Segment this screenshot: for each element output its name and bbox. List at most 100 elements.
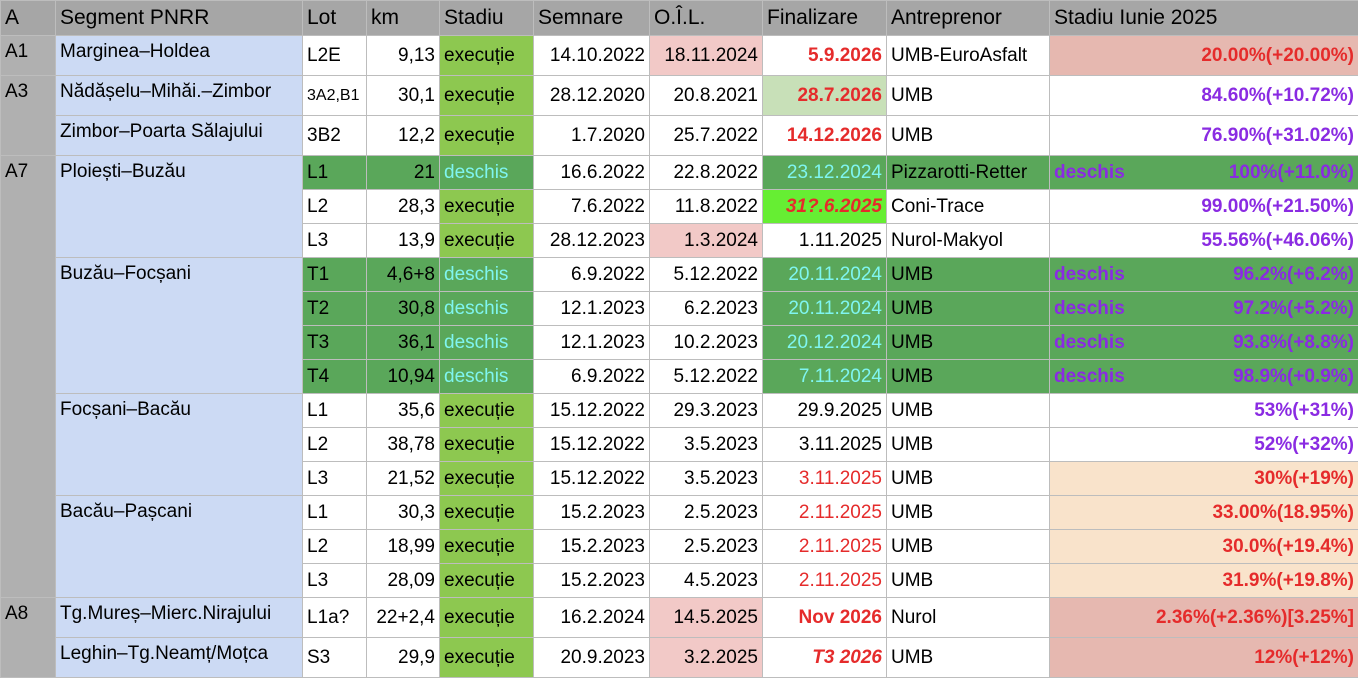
header-cell-km: km: [367, 1, 440, 36]
lot-cell: L1: [303, 156, 367, 190]
km-cell: 9,13: [367, 36, 440, 76]
progress-value: 100%(+11.0%): [1229, 163, 1354, 183]
finalizare-cell: 23.12.2024: [763, 156, 887, 190]
lot-cell: T3: [303, 326, 367, 360]
motorway-cell: A3: [1, 76, 56, 156]
finalizare-cell: 14.12.2026: [763, 116, 887, 156]
km-cell: 21: [367, 156, 440, 190]
semnare-cell: 15.2.2023: [534, 530, 650, 564]
semnare-cell: 15.12.2022: [534, 428, 650, 462]
progress-value: 93.8%(+8.8%): [1233, 333, 1354, 353]
progress-value: 97.2%(+5.2%): [1233, 299, 1354, 319]
stadiu-iunie-cell: 31.9%(+19.8%): [1050, 564, 1358, 598]
lot-cell: T2: [303, 292, 367, 326]
status-badge: deschis: [1054, 163, 1125, 183]
semnare-cell: 6.9.2022: [534, 258, 650, 292]
oil-cell: 10.2.2023: [650, 326, 763, 360]
stadiu-iunie-cell: 30.0%(+19.4%): [1050, 530, 1358, 564]
oil-cell: 25.7.2022: [650, 116, 763, 156]
stadiu-cell: execuție: [440, 598, 534, 638]
finalizare-cell: 20.12.2024: [763, 326, 887, 360]
segment-cell: Tg.Mureș–Mierc.Nirajului: [56, 598, 303, 638]
progress-value: 2.36%(+2.36%)[3.25%]: [1156, 608, 1354, 628]
km-cell: 18,99: [367, 530, 440, 564]
semnare-cell: 15.2.2023: [534, 496, 650, 530]
km-cell: 28,3: [367, 190, 440, 224]
progress-value: 52%(+32%): [1254, 435, 1354, 455]
stadiu-cell: execuție: [440, 224, 534, 258]
progress-value: 76.90%(+31.02%): [1201, 126, 1354, 146]
semnare-cell: 16.6.2022: [534, 156, 650, 190]
antreprenor-cell: Nurol-Makyol: [887, 224, 1050, 258]
status-badge: deschis: [1054, 299, 1125, 319]
stadiu-cell: execuție: [440, 190, 534, 224]
antreprenor-cell: UMB: [887, 360, 1050, 394]
km-cell: 36,1: [367, 326, 440, 360]
table-row: A7 Ploiești–Buzău L1 21 deschis 16.6.202…: [1, 156, 1358, 190]
header-cell-oil: O.Î.L.: [650, 1, 763, 36]
antreprenor-cell: UMB: [887, 496, 1050, 530]
stadiu-cell: deschis: [440, 360, 534, 394]
stadiu-cell: execuție: [440, 394, 534, 428]
km-cell: 30,8: [367, 292, 440, 326]
progress-value: 12%(+12%): [1254, 648, 1354, 668]
lot-cell: L2: [303, 190, 367, 224]
stadiu-cell: execuție: [440, 496, 534, 530]
stadiu-cell: execuție: [440, 638, 534, 678]
table-row: A3 Nădășelu–Mihăi.–Zimbor 3A2,B1 30,1 ex…: [1, 76, 1358, 116]
oil-cell: 5.12.2022: [650, 258, 763, 292]
oil-cell: 3.5.2023: [650, 428, 763, 462]
antreprenor-cell: UMB: [887, 638, 1050, 678]
km-cell: 30,3: [367, 496, 440, 530]
oil-cell: 1.3.2024: [650, 224, 763, 258]
antreprenor-cell: UMB: [887, 428, 1050, 462]
oil-cell: 22.8.2022: [650, 156, 763, 190]
semnare-cell: 12.1.2023: [534, 292, 650, 326]
lot-cell: L3: [303, 462, 367, 496]
header-row: A Segment PNRR Lot km Stadiu Semnare O.Î…: [1, 1, 1358, 36]
table-row: A1 Marginea–Holdea L2E 9,13 execuție 14.…: [1, 36, 1358, 76]
antreprenor-cell: UMB-EuroAsfalt: [887, 36, 1050, 76]
semnare-cell: 16.2.2024: [534, 598, 650, 638]
antreprenor-cell: Pizzarotti-Retter: [887, 156, 1050, 190]
km-cell: 4,6+8: [367, 258, 440, 292]
semnare-cell: 15.2.2023: [534, 564, 650, 598]
stadiu-cell: execuție: [440, 462, 534, 496]
lot-cell: L1: [303, 394, 367, 428]
oil-cell: 29.3.2023: [650, 394, 763, 428]
finalizare-cell: 20.11.2024: [763, 292, 887, 326]
progress-value: 55.56%(+46.06%): [1201, 231, 1354, 251]
progress-value: 31.9%(+19.8%): [1223, 571, 1355, 591]
semnare-cell: 28.12.2023: [534, 224, 650, 258]
stadiu-iunie-cell: 52%(+32%): [1050, 428, 1358, 462]
finalizare-cell: 3.11.2025: [763, 428, 887, 462]
progress-value: 96.2%(+6.2%): [1233, 265, 1354, 285]
lot-cell: L3: [303, 224, 367, 258]
km-cell: 28,09: [367, 564, 440, 598]
status-badge: deschis: [1054, 367, 1125, 387]
progress-value: 84.60%(+10.72%): [1201, 86, 1354, 106]
oil-cell: 14.5.2025: [650, 598, 763, 638]
motorway-cell: A8: [1, 598, 56, 678]
semnare-cell: 7.6.2022: [534, 190, 650, 224]
finalizare-cell: 2.11.2025: [763, 530, 887, 564]
oil-cell: 4.5.2023: [650, 564, 763, 598]
semnare-cell: 6.9.2022: [534, 360, 650, 394]
header-cell-a: A: [1, 1, 56, 36]
finalizare-cell: 5.9.2026: [763, 36, 887, 76]
progress-value: 30.0%(+19.4%): [1223, 537, 1355, 557]
segment-cell: Marginea–Holdea: [56, 36, 303, 76]
segment-cell: Bacău–Pașcani: [56, 496, 303, 598]
km-cell: 21,52: [367, 462, 440, 496]
stadiu-iunie-cell: 2.36%(+2.36%)[3.25%]: [1050, 598, 1358, 638]
antreprenor-cell: UMB: [887, 530, 1050, 564]
table-row: A8 Tg.Mureș–Mierc.Nirajului L1a? 22+2,4 …: [1, 598, 1358, 638]
segment-cell: Nădășelu–Mihăi.–Zimbor: [56, 76, 303, 116]
table-row: Bacău–Pașcani L1 30,3 execuție 15.2.2023…: [1, 496, 1358, 530]
km-cell: 29,9: [367, 638, 440, 678]
progress-value: 20.00%(+20.00%): [1201, 46, 1354, 66]
stadiu-cell: execuție: [440, 36, 534, 76]
stadiu-cell: execuție: [440, 116, 534, 156]
stadiu-iunie-cell: 55.56%(+46.06%): [1050, 224, 1358, 258]
